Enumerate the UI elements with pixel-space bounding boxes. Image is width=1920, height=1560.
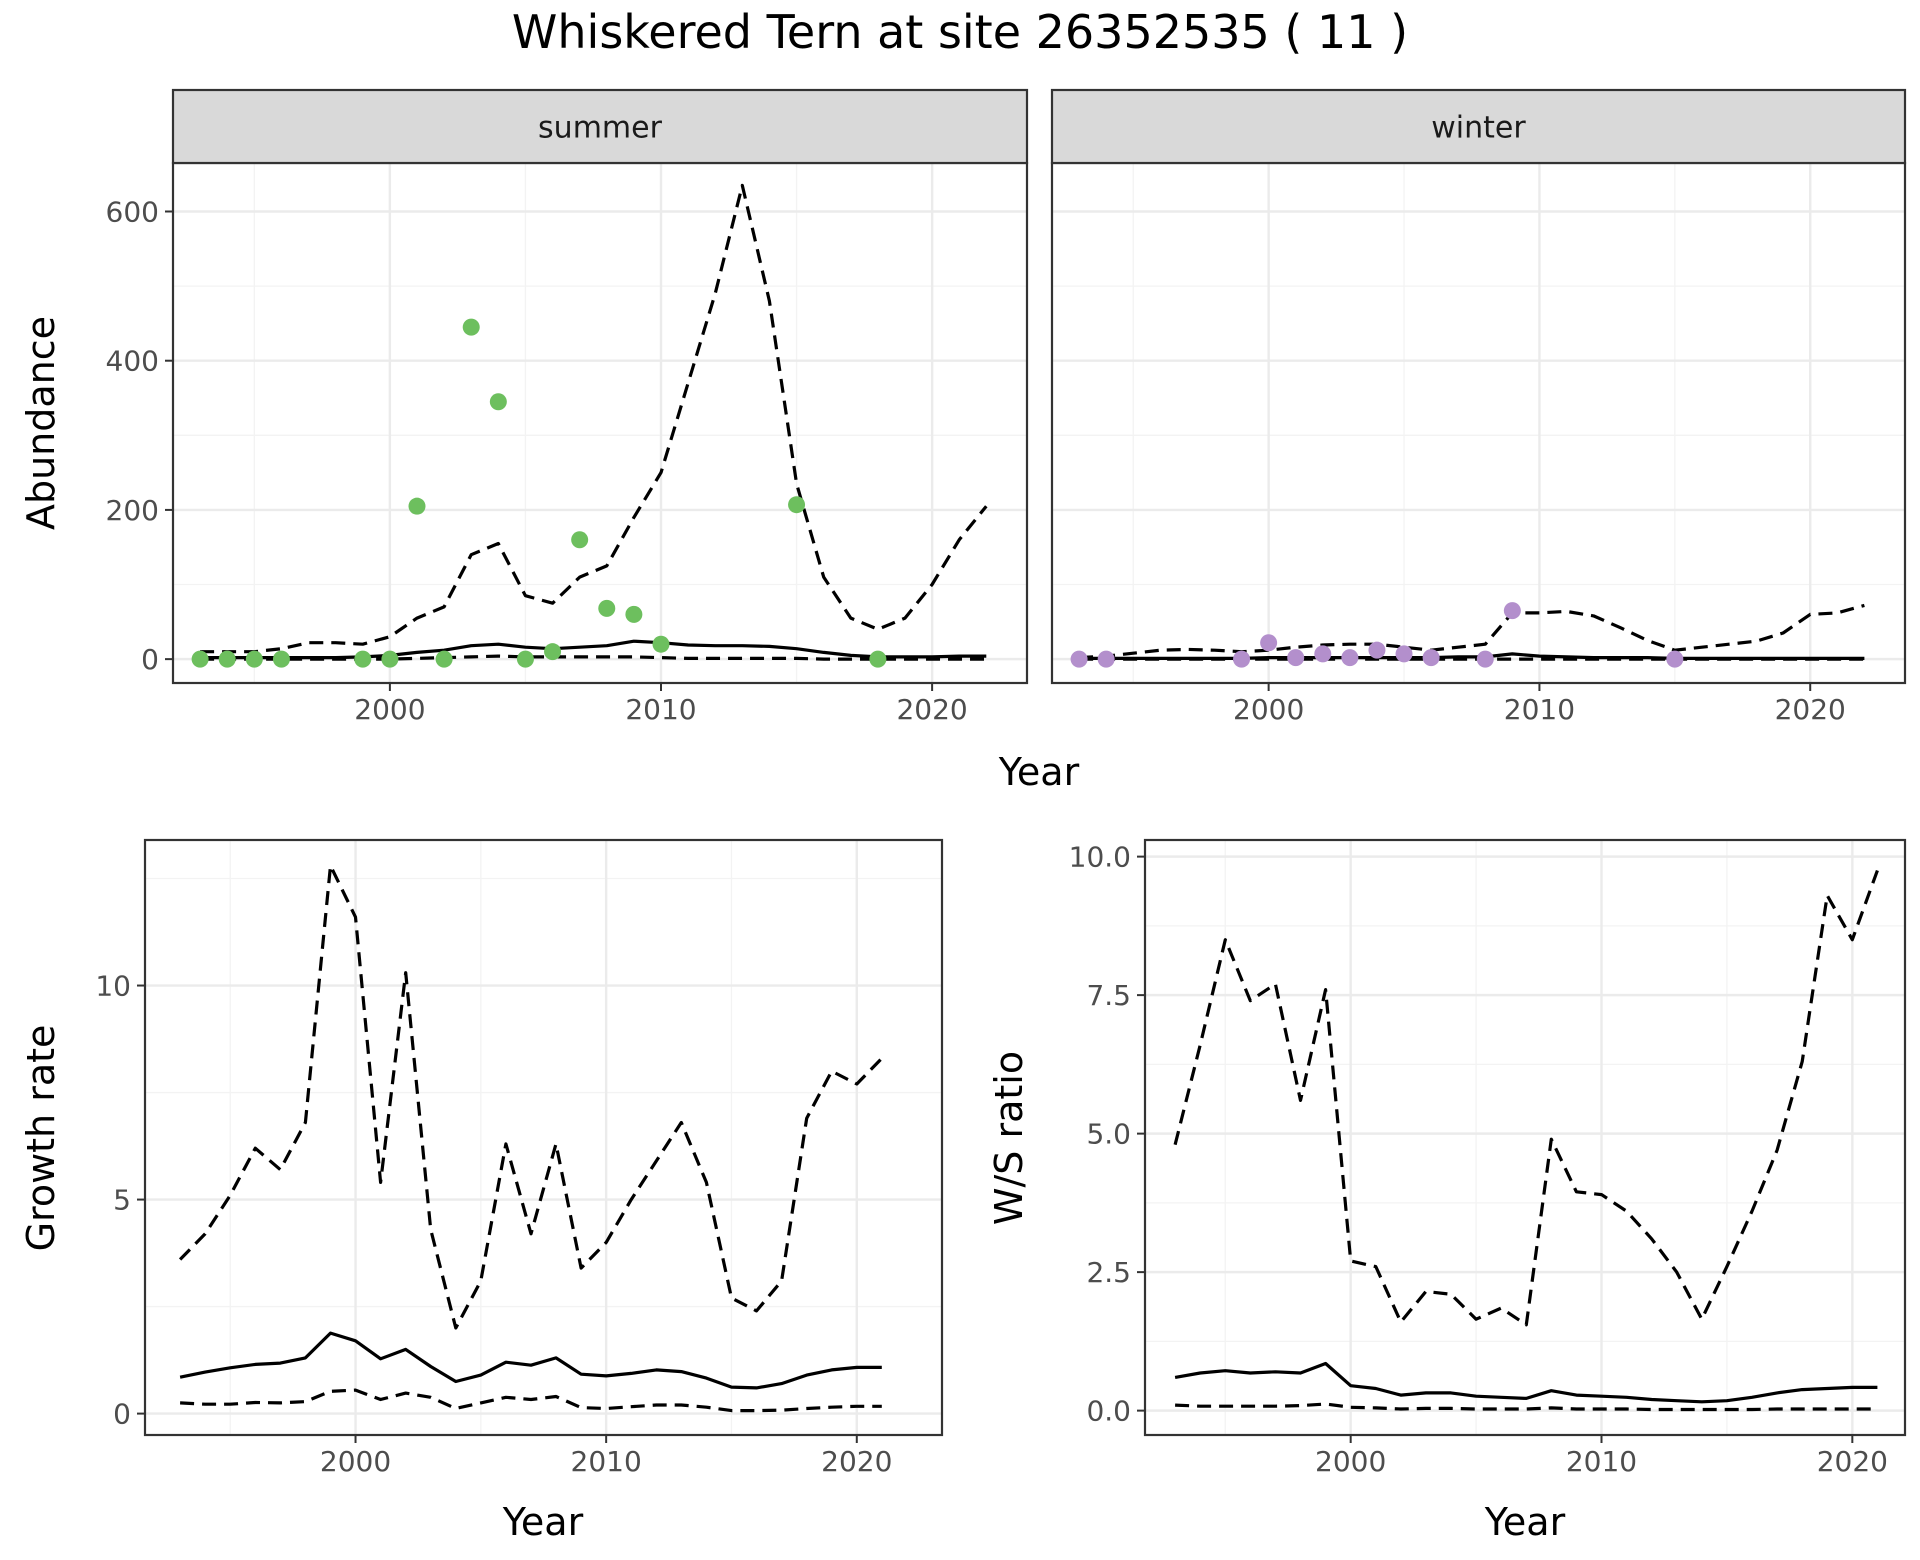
x-tick-label: 2000 [354, 693, 425, 726]
summer-data-point [652, 635, 670, 653]
winter-data-point [1341, 649, 1359, 667]
ratio-series-line-3-dashed [1175, 1402, 1878, 1412]
summer-data-point [435, 650, 453, 668]
y-tick-label: 2.5 [1086, 1256, 1131, 1289]
y-tick-label: 10 [95, 970, 131, 1003]
winter-data-point [1287, 649, 1305, 667]
x-tick-label: 2020 [896, 693, 967, 726]
summer-data-point [191, 650, 209, 668]
y-tick-label: 200 [106, 494, 159, 527]
x-tick-label: 2000 [320, 1445, 391, 1478]
winter-data-point [1368, 641, 1386, 659]
summer-data-point [489, 393, 507, 411]
y-tick-label: 7.5 [1086, 979, 1131, 1012]
panel-border [143, 838, 944, 1437]
y-tick-label: 0 [113, 1398, 131, 1431]
panel-growth: 2000 2010 2020 0 5 10 [95, 838, 944, 1478]
strip-label-summer: summer [538, 111, 663, 146]
summer-series-line-1-solid [200, 639, 987, 660]
ratio-y-axis-title: W/S ratio [987, 1051, 1031, 1225]
panel-border [1143, 838, 1907, 1437]
winter-series-line-1-solid [1079, 652, 1865, 660]
winter-data-point [1233, 650, 1251, 668]
x-tick-label: 2020 [821, 1445, 892, 1478]
summer-data-point [788, 496, 806, 514]
x-tick-label: 2000 [1233, 693, 1304, 726]
growth-series-line-1-solid [179, 1331, 882, 1390]
y-tick-label: 10.0 [1069, 841, 1131, 874]
ratio-series-line-1-solid [1174, 1361, 1878, 1404]
summer-data-point [869, 650, 887, 668]
x-tick-label: 2010 [571, 1445, 642, 1478]
figure-title: Whiskered Tern at site 26352535 ( 11 ) [512, 5, 1408, 59]
winter-data-point [1476, 650, 1494, 668]
y-tick-label: 0.0 [1086, 1395, 1131, 1428]
x-tick-label: 2010 [625, 693, 696, 726]
summer-data-point [218, 650, 236, 668]
x-tick-label: 2020 [1775, 693, 1846, 726]
summer-data-point [408, 497, 426, 515]
growth-x-axis-title: Year [502, 1500, 584, 1544]
x-tick-label: 2010 [1566, 1445, 1637, 1478]
winter-data-point [1314, 645, 1332, 663]
x-tick-label: 2010 [1504, 693, 1575, 726]
summer-data-point [516, 650, 534, 668]
ratio-x-axis-title: Year [1484, 1500, 1566, 1544]
winter-data-point [1503, 602, 1521, 620]
summer-data-point [245, 650, 263, 668]
top-y-axis-title: Abundance [19, 316, 63, 530]
summer-data-point [598, 599, 616, 617]
winter-data-point [1395, 645, 1413, 663]
strip-label-winter: winter [1431, 111, 1526, 146]
summer-data-point [571, 531, 589, 549]
y-tick-label: 400 [106, 345, 159, 378]
summer-data-point [272, 650, 290, 668]
strip-background [1050, 88, 1907, 165]
panel-winter: 2000 2010 2020 [1050, 88, 1907, 726]
y-tick-label: 5.0 [1086, 1118, 1131, 1151]
growth-y-axis-title: Growth rate [19, 1025, 63, 1252]
summer-data-point [544, 643, 562, 661]
winter-data-point [1422, 649, 1440, 667]
x-tick-label: 2000 [1315, 1445, 1386, 1478]
x-tick-label: 2020 [1817, 1445, 1888, 1478]
winter-data-point [1097, 650, 1115, 668]
panel-ratio: 2000 2010 2020 0.0 2.5 5.0 7.5 10.0 [1069, 838, 1907, 1478]
top-x-axis-title: Year [998, 750, 1080, 794]
winter-data-point [1260, 634, 1278, 652]
growth-series-line-3-dashed [180, 1388, 882, 1413]
summer-data-point [462, 318, 480, 336]
summer-data-point [354, 650, 372, 668]
winter-data-point [1666, 650, 1684, 668]
summer-data-point [625, 605, 643, 623]
summer-data-point [381, 650, 399, 668]
growth-series-line-2-dashed [178, 864, 883, 1330]
winter-data-point [1070, 650, 1088, 668]
panel-summer: 2000 2010 2020 0 200 400 600 [106, 88, 1029, 726]
y-tick-label: 0 [141, 643, 159, 676]
y-tick-label: 600 [106, 195, 159, 228]
strip-background [171, 88, 1029, 165]
ratio-series-line-2-dashed [1173, 869, 1879, 1327]
y-tick-label: 5 [113, 1184, 131, 1217]
